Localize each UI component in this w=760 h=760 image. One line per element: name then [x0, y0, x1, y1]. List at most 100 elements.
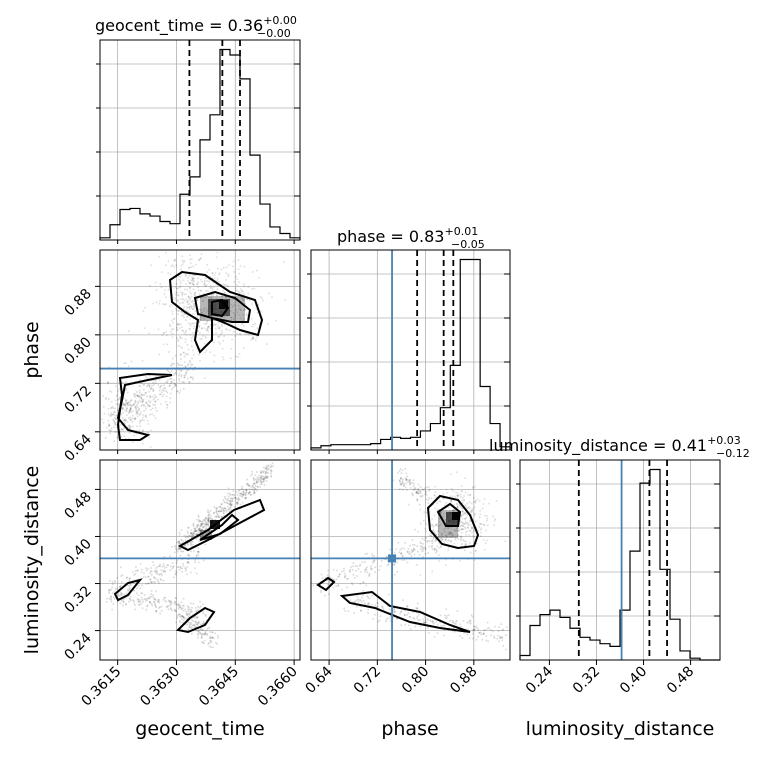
scatter-phase-geocent-a-411 — [246, 314, 248, 317]
scatter-lumdist-phase-b-101 — [424, 553, 427, 555]
scatter-lumdist-phase-d-68 — [400, 478, 402, 480]
scatter-phase-geocent-c-81 — [151, 407, 154, 410]
scatter-phase-geocent-b-19 — [175, 307, 177, 310]
scatter-lumdist-phase-a-18 — [445, 534, 448, 537]
scatter-lumdist-phase-b-183 — [372, 560, 375, 562]
scatter-lumdist-geocent-d-25 — [197, 623, 199, 626]
scatter-lumdist-geocent-d-109 — [189, 614, 191, 616]
scatter-phase-geocent-a-251 — [177, 294, 180, 297]
scatter-lumdist-geocent-a-36 — [223, 496, 226, 498]
scatter-lumdist-phase-d-27 — [409, 482, 411, 485]
scatter-lumdist-geocent-a-451 — [218, 516, 221, 518]
scatter-phase-geocent-a-215 — [212, 322, 215, 325]
scatter-phase-geocent-c-267 — [114, 423, 117, 426]
scatter-phase-geocent-a-511 — [221, 294, 224, 297]
scatter-lumdist-geocent-c-107 — [181, 607, 184, 610]
scatter-phase-geocent-b-127 — [182, 307, 185, 310]
scatter-phase-geocent-c-15 — [187, 377, 189, 380]
scatter-phase-geocent-c-111 — [184, 366, 187, 369]
scatter-phase-geocent-a-193 — [229, 329, 232, 332]
scatter-lumdist-phase-b-59 — [422, 548, 424, 550]
scatter-phase-geocent-c-0 — [128, 400, 131, 403]
scatter-lumdist-geocent-c-82 — [155, 606, 157, 609]
reference-lines-layer — [100, 40, 668, 660]
scatter-lumdist-phase-d-24 — [402, 488, 404, 491]
scatter-phase-geocent-a-493 — [187, 295, 189, 298]
scatter-lumdist-geocent-a-38 — [267, 476, 269, 478]
scatter-phase-geocent-d-31 — [149, 405, 151, 407]
scatter-lumdist-geocent-c-13 — [140, 602, 143, 605]
scatter-lumdist-geocent-d-90 — [181, 604, 184, 607]
scatter-phase-geocent-a-462 — [218, 327, 220, 330]
scatter-lumdist-geocent-d-41 — [195, 629, 198, 632]
scatter-phase-geocent-b-117 — [179, 337, 182, 339]
scatter-lumdist-geocent-a-357 — [171, 546, 173, 548]
scatter-lumdist-geocent-b-130 — [154, 581, 157, 584]
scatter-phase-geocent-c-29 — [145, 408, 147, 410]
scatter-lumdist-phase-c-142 — [467, 622, 470, 624]
scatter-lumdist-geocent-d-125 — [205, 629, 208, 632]
scatter-lumdist-geocent-a-307 — [252, 478, 255, 480]
scatter-lumdist-geocent-a-11 — [204, 524, 207, 527]
scatter-lumdist-geocent-a-277 — [207, 509, 209, 511]
scatter-phase-geocent-a-380 — [209, 351, 211, 353]
scatter-lumdist-geocent-b-180 — [184, 570, 187, 572]
scatter-lumdist-geocent-a-2 — [265, 480, 268, 482]
scatter-lumdist-phase-d-36 — [397, 472, 399, 474]
scatter-phase-geocent-b-48 — [181, 315, 184, 317]
scatter-lumdist-phase-b-127 — [398, 551, 401, 554]
scatter-phase-geocent-c-119 — [139, 419, 142, 422]
scatter-lumdist-phase-b-180 — [435, 534, 437, 536]
scatter-phase-geocent-b-95 — [180, 298, 183, 301]
scatter-lumdist-geocent-d-126 — [212, 646, 214, 649]
scatter-lumdist-geocent-d-49 — [197, 629, 200, 631]
scatter-phase-geocent-a-393 — [244, 333, 246, 335]
scatter-lumdist-geocent-a-251 — [204, 520, 207, 523]
scatter-lumdist-phase-b-131 — [349, 568, 352, 571]
scatter-lumdist-geocent-a-458 — [257, 480, 259, 483]
scatter-phase-geocent-b-172 — [154, 281, 157, 284]
scatter-lumdist-geocent-a-206 — [207, 514, 210, 517]
scatter-phase-geocent-c-171 — [128, 424, 131, 427]
scatter-lumdist-phase-c-205 — [368, 602, 370, 604]
scatter-phase-geocent-d-181 — [148, 401, 151, 404]
scatter-lumdist-phase-c-115 — [448, 614, 450, 616]
scatter-phase-geocent-a-301 — [203, 318, 206, 320]
scatter-phase-geocent-d-171 — [116, 436, 119, 439]
scatter-phase-geocent-d-23 — [166, 403, 168, 406]
scatter-lumdist-phase-c-99 — [470, 614, 473, 617]
scatter-lumdist-geocent-b-140 — [194, 561, 196, 563]
scatter-lumdist-phase-a-298 — [441, 538, 444, 541]
scatter-lumdist-geocent-b-139 — [133, 574, 136, 576]
scatter-phase-geocent-a-171 — [257, 303, 260, 306]
scatter-lumdist-geocent-b-146 — [135, 566, 137, 568]
scatter-lumdist-geocent-c-40 — [189, 610, 192, 613]
scatter-lumdist-phase-b-156 — [401, 555, 404, 557]
scatter-lumdist-phase-b-28 — [337, 575, 339, 578]
scatter-phase-geocent-c-134 — [149, 400, 152, 403]
scatter-lumdist-geocent-c-79 — [145, 600, 147, 602]
scatter-lumdist-geocent-c-136 — [183, 615, 185, 618]
scatter-lumdist-geocent-c-83 — [169, 604, 171, 607]
scatter-lumdist-geocent-d-13 — [187, 615, 190, 618]
scatter-lumdist-phase-c-219 — [427, 627, 429, 629]
scatter-lumdist-phase-a-139 — [450, 488, 453, 490]
scatter-lumdist-geocent-a-450 — [248, 488, 251, 491]
scatter-lumdist-geocent-a-125 — [198, 518, 200, 521]
scatter-lumdist-phase-b-36 — [365, 567, 367, 570]
scatter-phase-geocent-a-241 — [243, 285, 246, 288]
scatter-phase-geocent-c-318 — [184, 374, 187, 377]
xtick-label-luminosity_distance-0: 0.24 — [523, 663, 556, 696]
scatter-lumdist-geocent-c-148 — [152, 596, 155, 599]
scatter-lumdist-phase-a-70 — [465, 511, 468, 514]
scatter-lumdist-phase-c-117 — [363, 599, 365, 602]
scatter-lumdist-geocent-c-47 — [146, 604, 149, 607]
scatter-lumdist-geocent-a-514 — [184, 536, 187, 539]
scatter-lumdist-phase-a-405 — [483, 538, 485, 541]
scatter-lumdist-phase-c-163 — [390, 618, 392, 620]
scatter-lumdist-geocent-b-112 — [196, 550, 199, 553]
scatter-lumdist-phase-a-202 — [477, 529, 479, 532]
scatter-lumdist-geocent-b-80 — [159, 565, 161, 567]
scatter-phase-geocent-b-203 — [198, 259, 200, 261]
scatter-lumdist-phase-c-21 — [474, 626, 476, 628]
